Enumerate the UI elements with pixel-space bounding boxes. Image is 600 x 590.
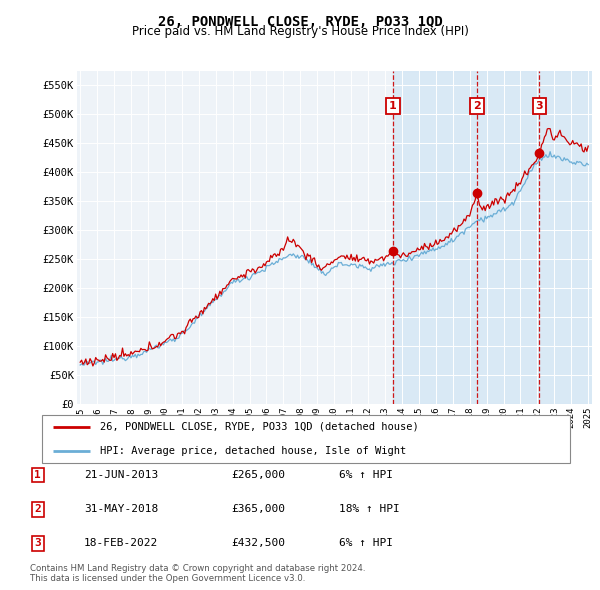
Text: 18-FEB-2022: 18-FEB-2022 (84, 539, 158, 548)
Bar (393, 71, 600, 404)
Text: Contains HM Land Registry data © Crown copyright and database right 2024.
This d: Contains HM Land Registry data © Crown c… (30, 563, 365, 583)
Text: 31-MAY-2018: 31-MAY-2018 (84, 504, 158, 514)
Text: Price paid vs. HM Land Registry's House Price Index (HPI): Price paid vs. HM Land Registry's House … (131, 25, 469, 38)
Text: 18% ↑ HPI: 18% ↑ HPI (339, 504, 400, 514)
Text: £265,000: £265,000 (231, 470, 285, 480)
Text: 2: 2 (34, 504, 41, 514)
Text: £432,500: £432,500 (231, 539, 285, 548)
Text: 3: 3 (34, 539, 41, 548)
Text: 1: 1 (389, 101, 397, 111)
Text: 6% ↑ HPI: 6% ↑ HPI (339, 539, 393, 548)
Text: 1: 1 (34, 470, 41, 480)
Text: 3: 3 (536, 101, 543, 111)
Text: 21-JUN-2013: 21-JUN-2013 (84, 470, 158, 480)
Text: 6% ↑ HPI: 6% ↑ HPI (339, 470, 393, 480)
Text: HPI: Average price, detached house, Isle of Wight: HPI: Average price, detached house, Isle… (100, 446, 406, 456)
Text: 26, PONDWELL CLOSE, RYDE, PO33 1QD (detached house): 26, PONDWELL CLOSE, RYDE, PO33 1QD (deta… (100, 422, 419, 432)
Text: 26, PONDWELL CLOSE, RYDE, PO33 1QD: 26, PONDWELL CLOSE, RYDE, PO33 1QD (158, 15, 442, 29)
Text: 2: 2 (473, 101, 481, 111)
Text: £365,000: £365,000 (231, 504, 285, 514)
